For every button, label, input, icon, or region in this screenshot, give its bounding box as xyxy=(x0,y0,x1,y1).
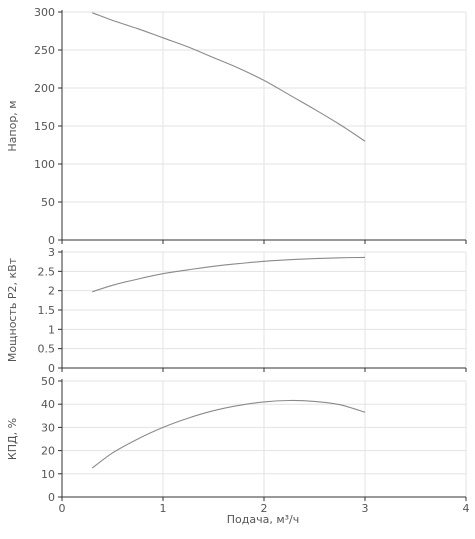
y-tick-label: 0.5 xyxy=(38,343,56,356)
x-tick-label: 1 xyxy=(160,502,167,515)
y-axis-title: КПД, % xyxy=(6,418,19,460)
y-tick-label: 50 xyxy=(41,196,55,209)
y-axis-title: Мощность P2, кВт xyxy=(6,257,19,362)
y-tick-label: 100 xyxy=(34,158,55,171)
y-tick-label: 1.5 xyxy=(38,304,56,317)
series-line xyxy=(92,12,366,142)
y-tick-label: 2 xyxy=(48,285,55,298)
series-line xyxy=(91,399,366,469)
chart-panel-3: 0 10 20 30 40 50 КПД, % 0 1 2 3 4 Подача, м³/ч xyxy=(6,375,470,526)
chart-panel-1: 0 50 100 150 200 250 300 Напор, м xyxy=(6,6,467,247)
y-tick-label: 300 xyxy=(34,6,55,19)
x-axis-title: Подача, м³/ч xyxy=(227,513,300,526)
y-tick-label: 250 xyxy=(34,44,55,57)
y-tick-label: 30 xyxy=(41,421,55,434)
y-tick-label: 0 xyxy=(48,362,55,375)
y-tick-label: 10 xyxy=(41,468,55,481)
y-tick-label: 1 xyxy=(48,323,55,336)
y-tick-label: 2.5 xyxy=(38,265,56,278)
y-tick-label: 0 xyxy=(48,491,55,504)
y-tick-label: 50 xyxy=(41,375,55,388)
series-line xyxy=(92,256,366,293)
x-tick-label: 4 xyxy=(463,502,470,515)
x-tick-label: 3 xyxy=(362,502,369,515)
x-tick-label: 0 xyxy=(59,502,66,515)
x-tick-label: 2 xyxy=(261,502,268,515)
y-tick-label: 40 xyxy=(41,398,55,411)
y-tick-label: 20 xyxy=(41,445,55,458)
y-tick-label: 0 xyxy=(48,234,55,247)
y-tick-label: 150 xyxy=(34,120,55,133)
chart-panel-2: 0 0.5 1 1.5 2 2.5 3 Мощность P2, кВт xyxy=(6,246,467,375)
y-tick-label: 3 xyxy=(48,246,55,259)
y-tick-label: 200 xyxy=(34,82,55,95)
y-axis-title: Напор, м xyxy=(6,100,19,151)
